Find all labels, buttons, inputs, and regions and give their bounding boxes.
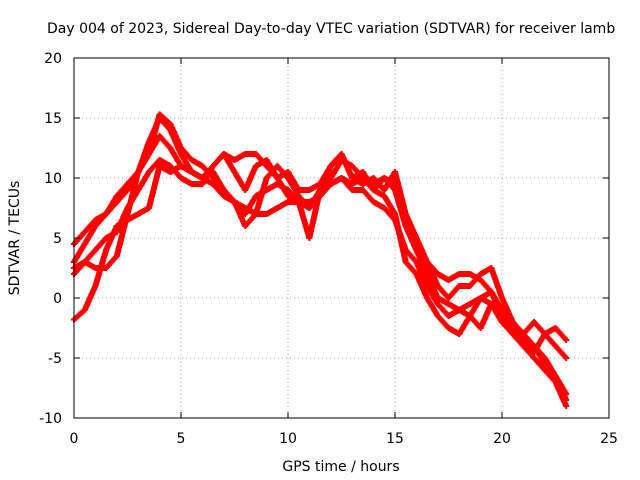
x-tick-label: 20 xyxy=(493,431,511,447)
grid xyxy=(74,58,609,418)
y-tick-label: 15 xyxy=(44,111,62,127)
y-axis-label: SDTVAR / TECUs xyxy=(7,181,23,296)
x-tick-label: 0 xyxy=(70,431,79,447)
y-tick-label: 10 xyxy=(44,171,62,187)
x-tick-label: 15 xyxy=(386,431,404,447)
x-tick-label: 25 xyxy=(600,431,618,447)
x-tick-label: 10 xyxy=(279,431,297,447)
y-tick-label: -10 xyxy=(39,411,62,427)
y-tick-label: -5 xyxy=(48,351,62,367)
chart-title: Day 004 of 2023, Sidereal Day-to-day VTE… xyxy=(47,21,615,37)
y-tick-label: 20 xyxy=(44,51,62,67)
y-tick-label: 5 xyxy=(53,231,62,247)
x-tick-label: 5 xyxy=(177,431,186,447)
x-axis-label: GPS time / hours xyxy=(282,459,399,475)
y-tick-label: 0 xyxy=(53,291,62,307)
ticks: 0 5 10 15 20 25 -10 -5 0 5 10 15 20 xyxy=(39,51,618,447)
